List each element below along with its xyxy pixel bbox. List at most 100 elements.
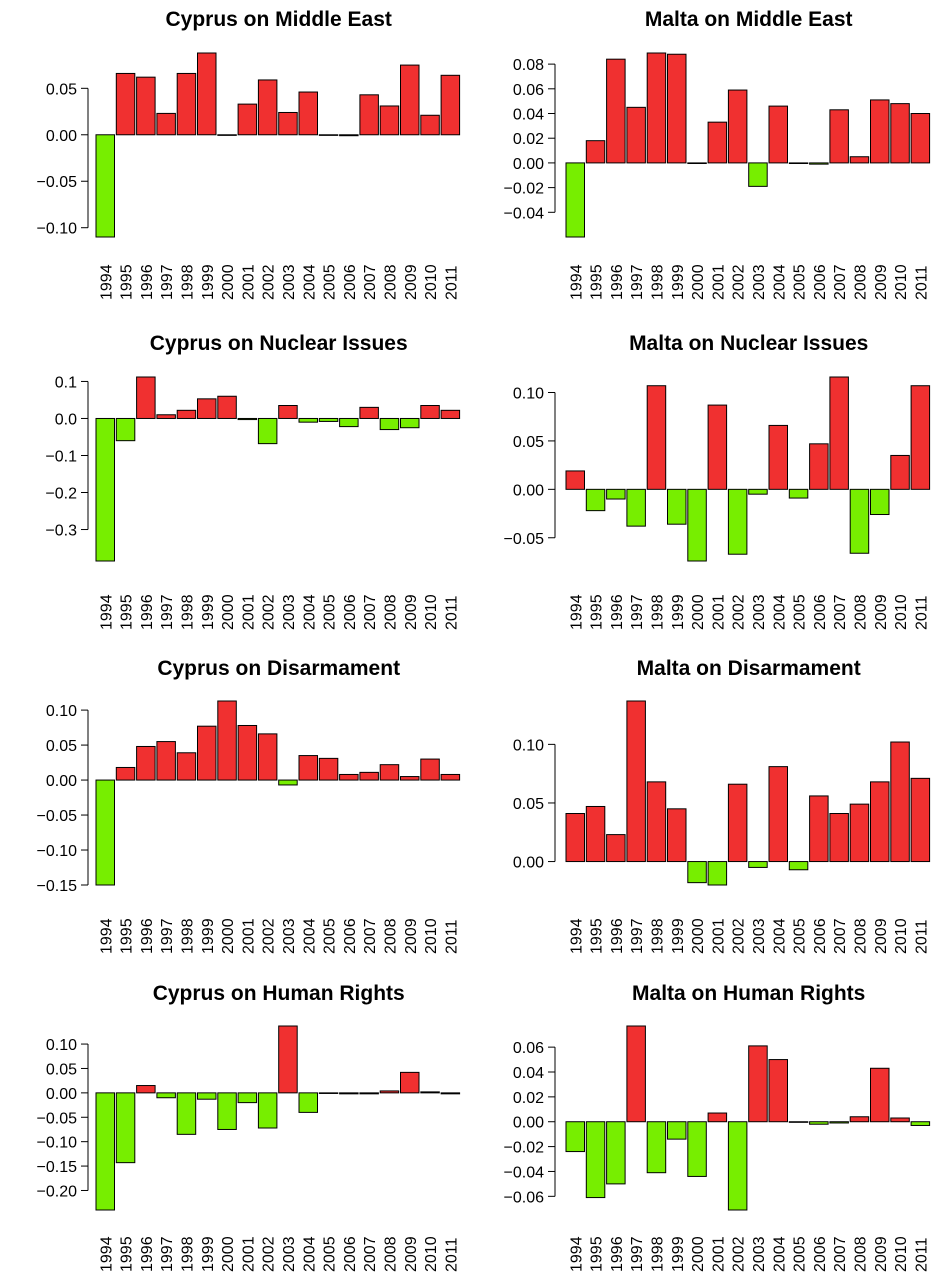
x-tick-label: 1995 — [119, 594, 136, 630]
bar-1998 — [176, 409, 197, 419]
x-tick-label: 2010 — [893, 1236, 910, 1272]
bar-2004 — [768, 766, 788, 863]
bar-2011 — [440, 1092, 461, 1095]
bar-2005 — [318, 1092, 339, 1094]
x-tick-label: 2010 — [423, 918, 440, 954]
bar-1996 — [606, 834, 626, 863]
chart-title: Malta on Human Rights — [632, 982, 865, 1005]
x-tick-label: 2007 — [362, 1236, 379, 1272]
chart-title: Cyprus on Middle East — [166, 8, 392, 31]
x-tick-label: 1999 — [200, 1236, 217, 1272]
x-tick-label: 2001 — [710, 594, 727, 630]
y-tick-label: −0.04 — [504, 1164, 545, 1181]
bar-1994 — [565, 162, 585, 238]
x-tick-label: 2006 — [812, 918, 829, 954]
bar-2004 — [768, 105, 788, 164]
y-tick-label: −0.02 — [504, 1140, 545, 1157]
bar-2006 — [809, 1121, 829, 1125]
bar-2007 — [829, 376, 849, 490]
y-tick-label: −0.15 — [37, 1159, 78, 1176]
y-tick-label: 0.04 — [513, 107, 544, 124]
x-tick-label: 2011 — [913, 265, 930, 300]
x-tick-label: 2000 — [220, 264, 237, 300]
x-tick-label: 2004 — [301, 918, 318, 954]
x-tick-label: 2005 — [792, 264, 809, 300]
x-tick-label: 2001 — [710, 918, 727, 954]
bar-2008 — [849, 803, 870, 863]
bar-2007 — [359, 771, 379, 781]
x-tick-label: 2004 — [771, 1236, 788, 1272]
bar-1997 — [626, 488, 646, 527]
bar-1997 — [626, 106, 646, 164]
bar-1999 — [197, 725, 217, 781]
x-tick-label: 2006 — [342, 264, 359, 300]
bar-2005 — [318, 417, 339, 422]
x-tick-label: 2005 — [792, 1236, 809, 1272]
x-tick-label: 1997 — [629, 918, 646, 954]
y-tick-label: 0.05 — [46, 738, 77, 755]
bar-2002 — [727, 89, 748, 164]
bar-2008 — [849, 488, 870, 554]
bar-2006 — [809, 795, 829, 863]
y-tick-label: 0.04 — [513, 1065, 544, 1082]
y-tick-label: 0.0 — [55, 411, 77, 428]
bar-1999 — [667, 1121, 687, 1140]
bar-2001 — [707, 404, 728, 490]
bar-2008 — [849, 156, 870, 164]
x-tick-label: 1998 — [649, 594, 666, 630]
x-tick-label: 1994 — [568, 264, 585, 300]
bar-2000 — [687, 1121, 707, 1177]
bar-2005 — [318, 757, 339, 781]
x-tick-label: 2001 — [240, 264, 257, 300]
y-tick-label: 0.06 — [513, 1040, 544, 1057]
x-tick-label: 1998 — [649, 1236, 666, 1272]
x-tick-label: 1998 — [649, 264, 666, 300]
x-tick-label: 2007 — [362, 594, 379, 630]
x-tick-label: 2007 — [832, 918, 849, 954]
bar-1999 — [197, 398, 217, 419]
bar-1998 — [176, 1092, 197, 1135]
bar-2006 — [809, 443, 829, 490]
bar-1998 — [646, 52, 667, 164]
x-tick-label: 1999 — [200, 594, 217, 630]
bar-1995 — [115, 766, 136, 781]
x-tick-label: 1994 — [568, 1236, 585, 1272]
x-tick-label: 2007 — [832, 264, 849, 300]
bar-2002 — [257, 417, 278, 445]
y-tick-label: 0.10 — [513, 385, 544, 402]
chart-panel-6: Malta on Disarmament 0.00 0.05 0.10 1994 1995… — [513, 657, 930, 954]
x-tick-label: 2000 — [690, 1236, 707, 1272]
bar-1999 — [667, 808, 687, 863]
y-tick-label: −0.10 — [37, 1135, 78, 1152]
x-tick-label: 2003 — [751, 264, 768, 300]
bar-2007 — [359, 94, 379, 136]
x-tick-label: 2011 — [913, 1237, 930, 1272]
x-tick-label: 1998 — [649, 918, 666, 954]
bar-2006 — [339, 134, 359, 137]
chart-panel-5: Cyprus on Disarmament −0.15 −0.10 −0.05 0.00… — [37, 657, 461, 954]
y-tick-label: −0.05 — [37, 808, 78, 825]
x-tick-label: 1995 — [589, 264, 606, 300]
bar-2000 — [687, 488, 707, 562]
bar-2006 — [339, 417, 359, 428]
x-tick-label: 2007 — [362, 918, 379, 954]
y-tick-label: 0.10 — [513, 737, 544, 754]
x-tick-label: 1996 — [609, 264, 626, 300]
bar-2005 — [788, 861, 809, 871]
x-tick-label: 2008 — [852, 264, 869, 300]
bar-2000 — [217, 395, 237, 419]
y-tick-label: 0.06 — [513, 82, 544, 99]
bar-2011 — [440, 74, 461, 136]
x-tick-label: 1999 — [200, 918, 217, 954]
y-tick-label: −0.05 — [37, 1110, 78, 1127]
bar-2000 — [217, 134, 237, 136]
bar-1994 — [565, 470, 585, 490]
bar-1997 — [156, 1092, 176, 1099]
bar-1998 — [646, 781, 667, 863]
y-tick-label: 0.02 — [513, 131, 544, 148]
x-tick-label: 2010 — [893, 264, 910, 300]
x-tick-label: 2004 — [301, 264, 318, 300]
bar-2009 — [400, 1071, 420, 1094]
chart-panel-2: Malta on Middle East −0.04 −0.02 0.00 0.02 0.… — [504, 8, 931, 300]
